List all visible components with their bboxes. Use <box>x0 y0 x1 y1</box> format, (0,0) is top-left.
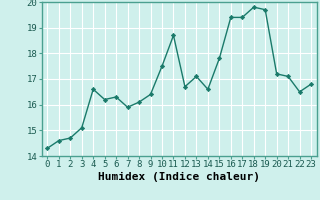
X-axis label: Humidex (Indice chaleur): Humidex (Indice chaleur) <box>98 172 260 182</box>
